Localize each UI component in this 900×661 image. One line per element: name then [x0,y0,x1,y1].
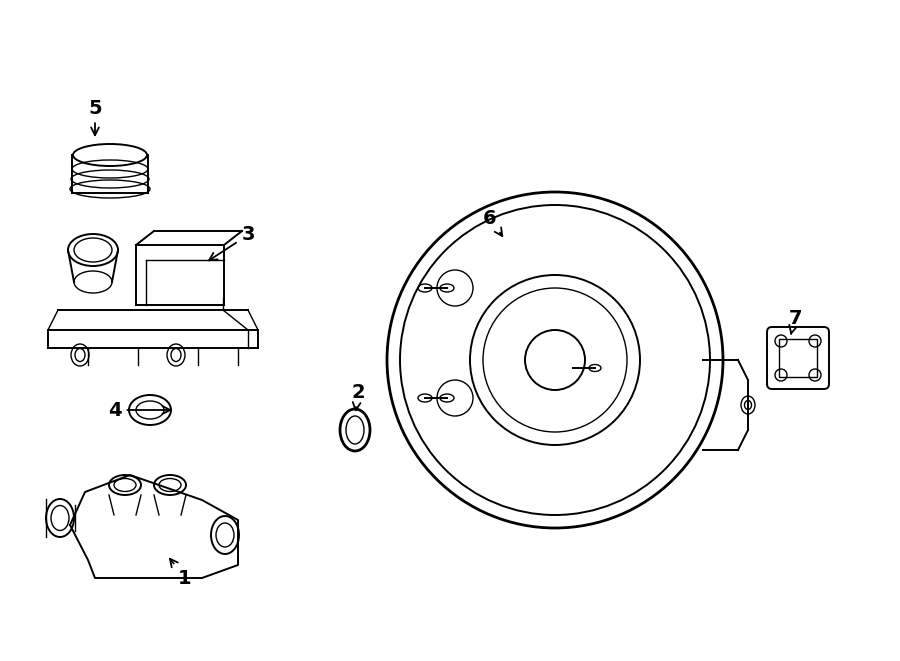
Text: 4: 4 [108,401,170,420]
Text: 1: 1 [170,559,192,588]
Text: 5: 5 [88,98,102,136]
Text: 2: 2 [351,383,364,410]
Text: 6: 6 [483,208,502,236]
Bar [779,339,817,377]
Text: 7: 7 [788,309,802,334]
Text: 3: 3 [209,225,255,260]
